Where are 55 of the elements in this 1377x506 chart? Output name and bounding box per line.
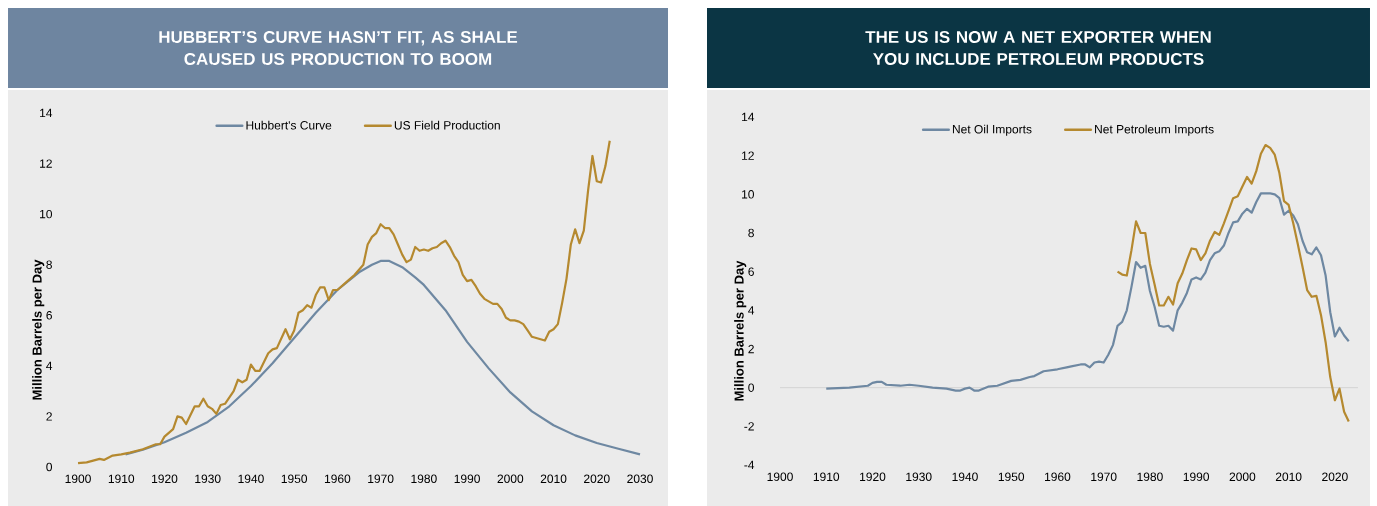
x-tick-label: 1980 <box>1137 472 1163 482</box>
x-tick-label: 2020 <box>1322 472 1348 482</box>
y-axis-title: Million Barrels per Day <box>32 259 45 400</box>
y-tick-label: 10 <box>40 209 53 219</box>
legend-label: Net Oil Imports <box>952 124 1032 136</box>
x-tick-label: 1940 <box>952 472 978 482</box>
y-tick-label: 4 <box>748 306 755 315</box>
x-tick-label: 1990 <box>454 474 480 484</box>
y-tick-label: -4 <box>744 460 755 470</box>
y-tick-label: 10 <box>742 190 755 199</box>
x-tick-label: 1910 <box>108 474 135 484</box>
x-tick-label: 1920 <box>152 474 178 484</box>
y-tick-label: 6 <box>46 311 52 320</box>
y-tick-label: 6 <box>748 267 754 276</box>
y-tick-label: 12 <box>742 151 754 160</box>
x-tick-label: 1910 <box>813 472 840 482</box>
y-tick-label: 8 <box>46 260 52 269</box>
x-tick-label: 1980 <box>411 474 437 484</box>
x-tick-label: 1950 <box>281 474 308 484</box>
x-tick-label: 1970 <box>368 474 394 484</box>
y-tick-label: -2 <box>744 422 754 431</box>
x-tick-label: 1920 <box>860 472 886 482</box>
x-tick-label: 1940 <box>238 474 264 484</box>
chart-title: HUBBERT’S CURVE HASN’T FIT, AS SHALE CAUSED US PRODUCTION TO BOOM <box>159 30 518 66</box>
x-tick-label: 1960 <box>1045 472 1071 482</box>
x-tick-label: 1950 <box>998 472 1025 482</box>
y-tick-label: 2 <box>46 412 52 421</box>
x-tick-label: 1900 <box>767 472 793 482</box>
x-tick-label: 1900 <box>65 474 91 484</box>
x-tick-label: 2010 <box>540 474 567 484</box>
x-tick-label: 2000 <box>497 474 524 484</box>
x-tick-label: 1930 <box>195 474 221 484</box>
line-series <box>1116 143 1350 423</box>
x-tick-label: 2030 <box>627 474 653 484</box>
legend-label: Hubbert's Curve <box>246 120 332 130</box>
y-tick-label: 0 <box>748 383 755 392</box>
y-tick-label: 0 <box>46 462 53 472</box>
y-axis-title: Million Barrels per Day <box>734 260 747 401</box>
y-tick-label: 14 <box>742 112 755 122</box>
y-tick-label: 4 <box>46 361 53 370</box>
y-tick-label: 2 <box>748 344 754 354</box>
x-tick-label: 2010 <box>1275 472 1302 482</box>
line-series <box>76 139 611 465</box>
x-tick-label: 2000 <box>1229 472 1256 482</box>
y-tick-label: 12 <box>40 159 52 168</box>
x-tick-label: 1970 <box>1091 472 1117 482</box>
legend-label: US Field Production <box>394 120 500 130</box>
y-tick-label: 14 <box>40 108 53 118</box>
x-tick-label: 2020 <box>584 474 610 484</box>
y-tick-label: 8 <box>748 228 754 238</box>
x-tick-label: 1960 <box>324 474 351 484</box>
x-tick-label: 1930 <box>906 472 932 482</box>
chart-title: THE US IS NOW A NET EXPORTER WHEN YOU INCLUDE PETROLEUM PRODUCTS <box>865 30 1211 66</box>
legend-label: Net Petroleum Imports <box>1095 124 1214 136</box>
x-tick-label: 1990 <box>1183 472 1210 482</box>
